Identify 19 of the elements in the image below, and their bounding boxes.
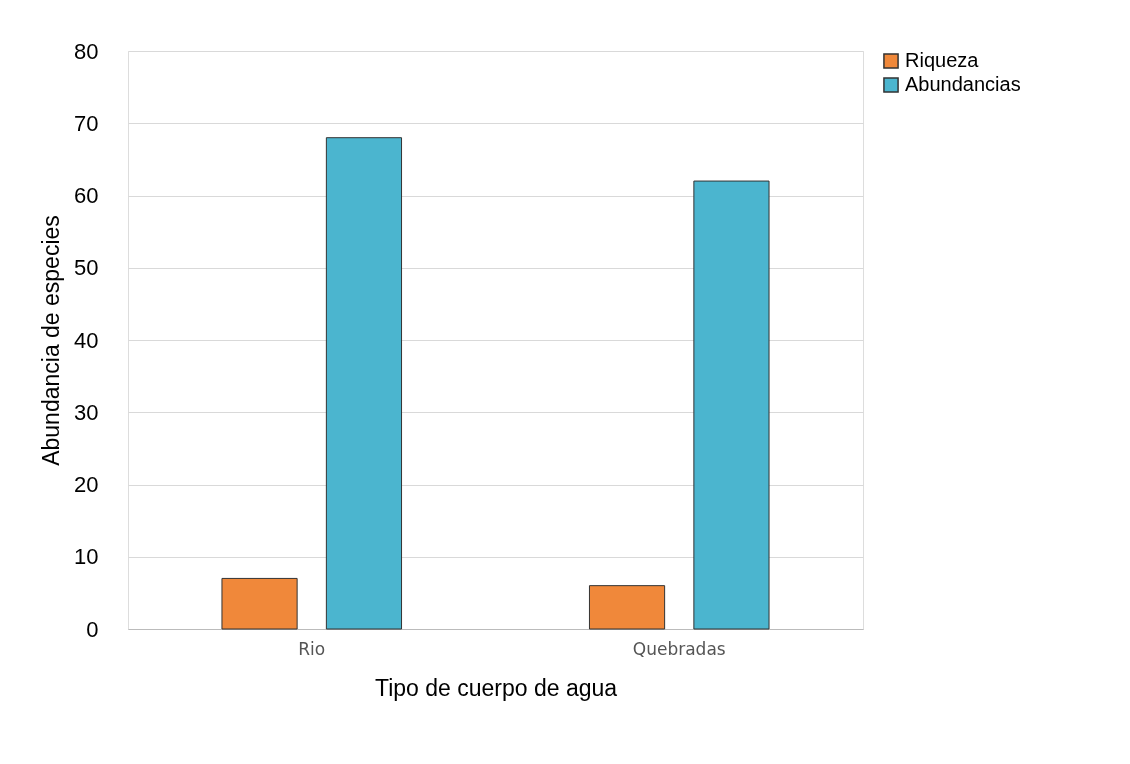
y-tick-label: 60 (74, 183, 99, 208)
y-tick-label: 10 (74, 544, 99, 570)
x-tick-label: Quebradas (632, 638, 726, 659)
y-tick-label: 40 (74, 327, 99, 353)
x-axis-title: Tipo de cuerpo de agua (374, 674, 618, 701)
y-tick-label: 20 (74, 472, 99, 497)
y-axis-title: Abundancia de especies (38, 215, 65, 466)
legend-label: Riqueza (905, 49, 980, 71)
y-tick-label: 70 (74, 110, 99, 136)
bar (221, 577, 298, 630)
bar (325, 137, 403, 630)
bar (588, 585, 666, 630)
y-tick-label: 30 (74, 399, 99, 425)
bar (693, 180, 770, 630)
x-tick-label: Rio (298, 638, 326, 659)
legend-label: Abundancias (905, 73, 1021, 95)
y-tick-label: 80 (74, 38, 99, 64)
y-tick-label: 50 (74, 255, 99, 281)
y-tick-label: 0 (86, 616, 99, 642)
